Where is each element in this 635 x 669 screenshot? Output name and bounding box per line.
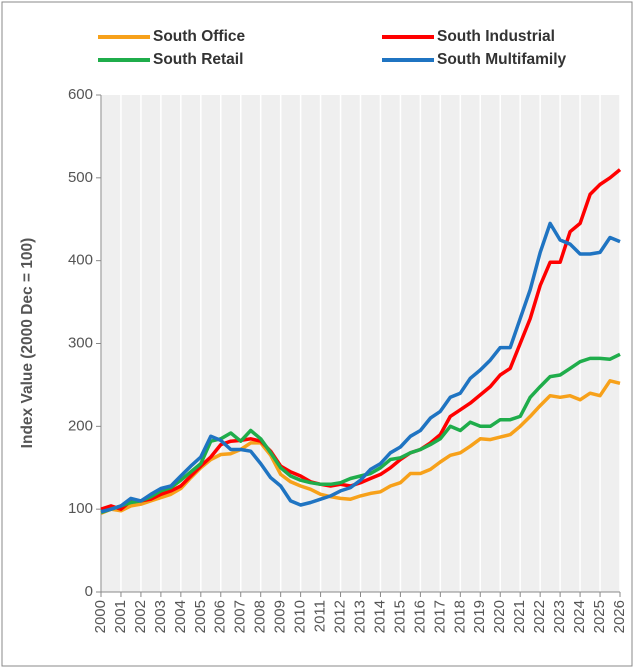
x-tick-label: 2009	[272, 600, 289, 633]
x-tick-label: 2019	[471, 600, 488, 633]
x-tick-label: 2005	[192, 600, 209, 633]
x-tick-label: 2012	[332, 600, 349, 633]
x-tick-label: 2004	[172, 600, 189, 633]
series-line	[100, 168, 622, 511]
series-line	[100, 221, 621, 514]
x-tick-label: 2014	[371, 600, 388, 633]
series-line	[100, 352, 621, 515]
y-tick-label: 100	[68, 500, 93, 517]
x-tick-label: 2023	[551, 600, 568, 633]
x-tick-label: 2021	[511, 600, 528, 633]
x-tick-label: 2002	[132, 600, 149, 633]
x-tick-label: 2003	[152, 600, 169, 633]
y-tick-label: 0	[85, 583, 93, 600]
y-tick-label: 400	[68, 252, 93, 269]
legend-label: South Multifamily	[437, 51, 567, 68]
x-tick-label: 2001	[112, 600, 129, 633]
legend-label: South Office	[153, 28, 246, 45]
x-tick-label: 2020	[491, 600, 508, 633]
x-tick-label: 2000	[92, 600, 109, 633]
x-tick-label: 2011	[312, 600, 329, 632]
y-tick-label: 500	[68, 169, 93, 186]
x-tick-label: 2015	[391, 600, 408, 633]
x-tick-label: 2007	[232, 600, 249, 633]
x-tick-label: 2006	[212, 600, 229, 633]
y-tick-label: 200	[68, 417, 93, 434]
x-tick-label: 2008	[252, 600, 269, 633]
x-tick-label: 2016	[411, 600, 428, 633]
x-tick-label: 2010	[292, 600, 309, 633]
x-tick-label: 2025	[591, 600, 608, 633]
y-tick-label: 600	[68, 86, 93, 103]
y-axis-label: Index Value (2000 Dec = 100)	[19, 238, 36, 449]
x-tick-label: 2013	[351, 600, 368, 633]
x-tick-label: 2022	[531, 600, 548, 633]
x-tick-label: 2017	[431, 600, 448, 633]
legend-label: South Retail	[153, 51, 243, 68]
x-tick-label: 2018	[451, 600, 468, 633]
x-tick-label: 2026	[611, 600, 628, 633]
x-tick-label: 2024	[571, 600, 588, 633]
y-tick-label: 300	[68, 334, 93, 351]
legend-label: South Industrial	[437, 28, 555, 45]
